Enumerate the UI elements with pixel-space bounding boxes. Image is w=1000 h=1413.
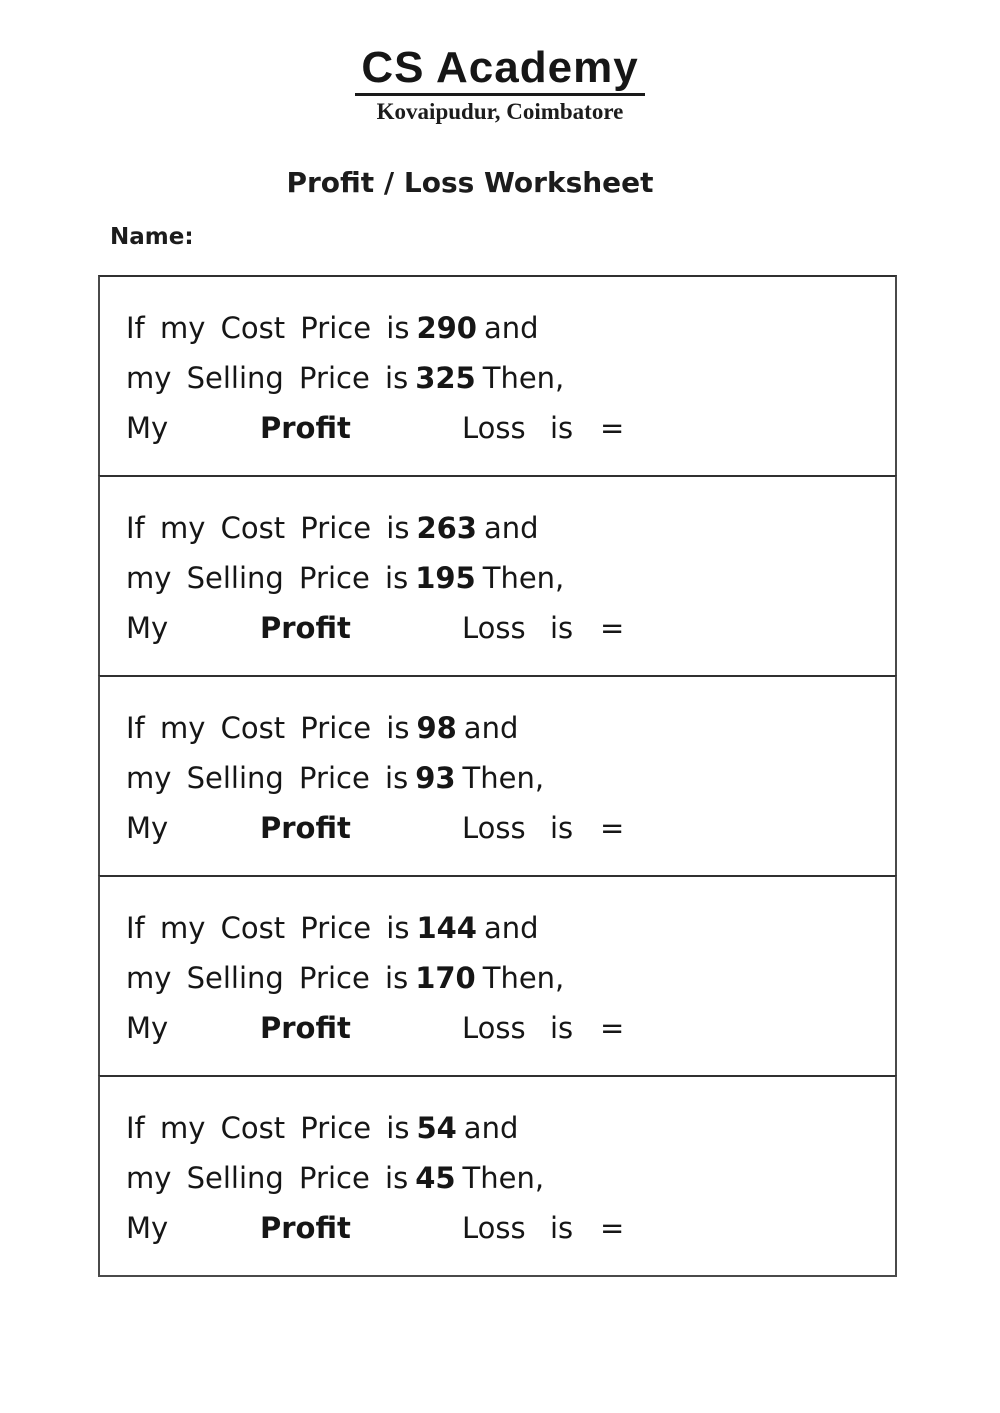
loss-label: Loss	[462, 811, 526, 845]
selling-price-line: my Selling Price is 93 Then,	[126, 753, 885, 803]
then-text: Then,	[482, 361, 565, 395]
selling-price-line: my Selling Price is 170 Then,	[126, 953, 885, 1003]
is-label: is	[550, 1211, 574, 1245]
selling-price-text: my Selling Price is	[126, 561, 409, 595]
and-text: and	[483, 911, 539, 945]
profit-label: Profit	[260, 611, 351, 645]
worksheet-title: Profit / Loss Worksheet	[286, 166, 654, 199]
cost-price-text: If my Cost Price is	[126, 311, 410, 345]
question-list: If my Cost Price is 290 and my Selling Pri…	[98, 275, 897, 1277]
loss-label: Loss	[462, 1011, 526, 1045]
equals-sign: =	[600, 811, 625, 845]
selling-price-text: my Selling Price is	[126, 1161, 409, 1195]
question-box-5: If my Cost Price is 54 and my Selling Pric…	[98, 1075, 897, 1277]
selling-price-value: 325	[415, 361, 476, 395]
selling-price-value: 195	[415, 561, 476, 595]
cost-price-text: If my Cost Price is	[126, 711, 410, 745]
answer-line: My Profit Loss is =	[126, 1003, 885, 1053]
selling-price-line: my Selling Price is 325 Then,	[126, 353, 885, 403]
and-text: and	[483, 511, 539, 545]
equals-sign: =	[600, 1211, 625, 1245]
then-text: Then,	[482, 961, 565, 995]
selling-price-value: 45	[415, 1161, 456, 1195]
selling-price-text: my Selling Price is	[126, 961, 409, 995]
selling-price-value: 93	[415, 761, 456, 795]
my-label: My	[126, 611, 169, 645]
cost-price-line: If my Cost Price is 98 and	[126, 703, 885, 753]
cost-price-value: 290	[416, 311, 477, 345]
is-label: is	[550, 611, 574, 645]
then-text: Then,	[462, 761, 545, 795]
selling-price-text: my Selling Price is	[126, 361, 409, 395]
is-label: is	[550, 411, 574, 445]
answer-line: My Profit Loss is =	[126, 1203, 885, 1253]
cost-price-value: 98	[416, 711, 457, 745]
cost-price-value: 144	[416, 911, 477, 945]
cost-price-text: If my Cost Price is	[126, 911, 410, 945]
answer-line: My Profit Loss is =	[126, 803, 885, 853]
selling-price-value: 170	[415, 961, 476, 995]
question-box-4: If my Cost Price is 144 and my Selling Pri…	[98, 875, 897, 1077]
question-box-2: If my Cost Price is 263 and my Selling Pri…	[98, 475, 897, 677]
loss-label: Loss	[462, 611, 526, 645]
selling-price-line: my Selling Price is 195 Then,	[126, 553, 885, 603]
question-box-3: If my Cost Price is 98 and my Selling Pric…	[98, 675, 897, 877]
cost-price-value: 263	[416, 511, 477, 545]
cost-price-line: If my Cost Price is 263 and	[126, 503, 885, 553]
loss-label: Loss	[462, 1211, 526, 1245]
my-label: My	[126, 411, 169, 445]
profit-label: Profit	[260, 1011, 351, 1045]
is-label: is	[550, 1011, 574, 1045]
cost-price-value: 54	[416, 1111, 457, 1145]
equals-sign: =	[600, 411, 625, 445]
cost-price-text: If my Cost Price is	[126, 511, 410, 545]
my-label: My	[126, 1011, 169, 1045]
header: CS Academy Kovaipudur, Coimbatore	[0, 46, 1000, 125]
answer-line: My Profit Loss is =	[126, 603, 885, 653]
name-label: Name:	[110, 224, 194, 250]
cost-price-line: If my Cost Price is 290 and	[126, 303, 885, 353]
and-text: and	[463, 1111, 519, 1145]
selling-price-text: my Selling Price is	[126, 761, 409, 795]
is-label: is	[550, 811, 574, 845]
profit-label: Profit	[260, 411, 351, 445]
my-label: My	[126, 811, 169, 845]
cost-price-line: If my Cost Price is 144 and	[126, 903, 885, 953]
then-text: Then,	[482, 561, 565, 595]
school-logo: CS Academy	[355, 46, 645, 96]
selling-price-line: my Selling Price is 45 Then,	[126, 1153, 885, 1203]
equals-sign: =	[600, 611, 625, 645]
question-box-1: If my Cost Price is 290 and my Selling Pri…	[98, 275, 897, 477]
profit-label: Profit	[260, 811, 351, 845]
profit-label: Profit	[260, 1211, 351, 1245]
loss-label: Loss	[462, 411, 526, 445]
and-text: and	[463, 711, 519, 745]
my-label: My	[126, 1211, 169, 1245]
equals-sign: =	[600, 1011, 625, 1045]
cost-price-line: If my Cost Price is 54 and	[126, 1103, 885, 1153]
cost-price-text: If my Cost Price is	[126, 1111, 410, 1145]
school-location: Kovaipudur, Coimbatore	[376, 99, 624, 124]
and-text: and	[483, 311, 539, 345]
then-text: Then,	[462, 1161, 545, 1195]
answer-line: My Profit Loss is =	[126, 403, 885, 453]
